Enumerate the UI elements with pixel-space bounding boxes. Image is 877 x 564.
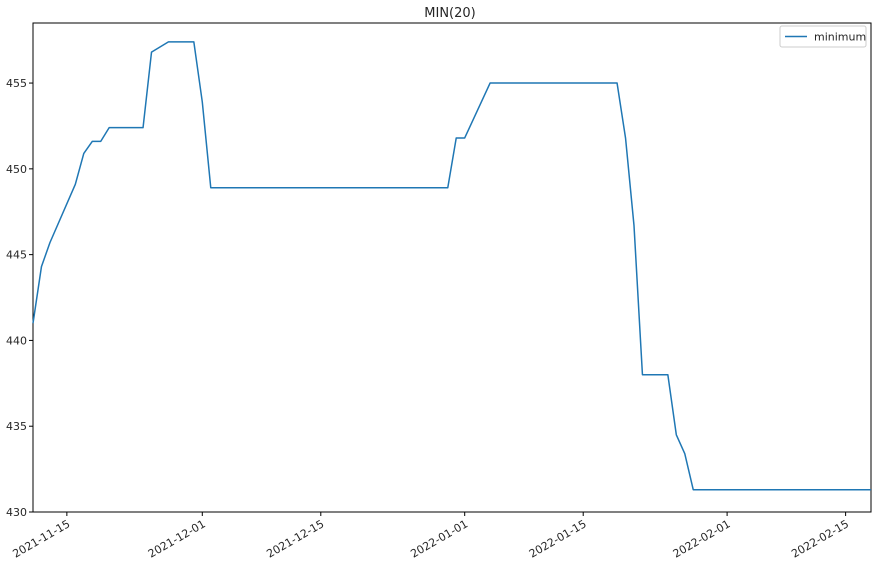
x-tick-label: 2021-11-15 bbox=[10, 517, 72, 560]
x-tick-label: 2022-02-15 bbox=[789, 517, 851, 560]
x-tick-label: 2021-12-15 bbox=[264, 517, 326, 560]
legend-label-minimum: minimum bbox=[814, 31, 866, 44]
y-tick-label: 445 bbox=[6, 249, 27, 262]
plot-area bbox=[32, 22, 872, 513]
x-tick-label: 2022-01-15 bbox=[527, 517, 589, 560]
y-tick-label: 450 bbox=[6, 163, 27, 176]
y-tick-label: 430 bbox=[6, 506, 27, 519]
series-line-minimum bbox=[32, 41, 871, 491]
x-tick-label: 2022-02-01 bbox=[671, 517, 733, 560]
y-tick-label: 440 bbox=[6, 334, 27, 347]
legend-box bbox=[779, 25, 867, 48]
x-tick-label: 2021-12-01 bbox=[146, 517, 208, 560]
x-tick-label: 2022-01-01 bbox=[408, 517, 470, 560]
y-tick-label: 455 bbox=[6, 77, 27, 90]
y-axis: 430 435 440 445 450 455 bbox=[6, 77, 33, 519]
legend: minimum bbox=[779, 25, 867, 48]
plot-frame bbox=[32, 22, 872, 513]
series-layer bbox=[32, 41, 871, 491]
y-tick-label: 435 bbox=[6, 420, 27, 433]
x-axis: 2021-11-15 2021-12-01 2021-12-15 2022-01-01… bbox=[10, 512, 851, 561]
chart-title: MIN(20) bbox=[424, 6, 475, 21]
